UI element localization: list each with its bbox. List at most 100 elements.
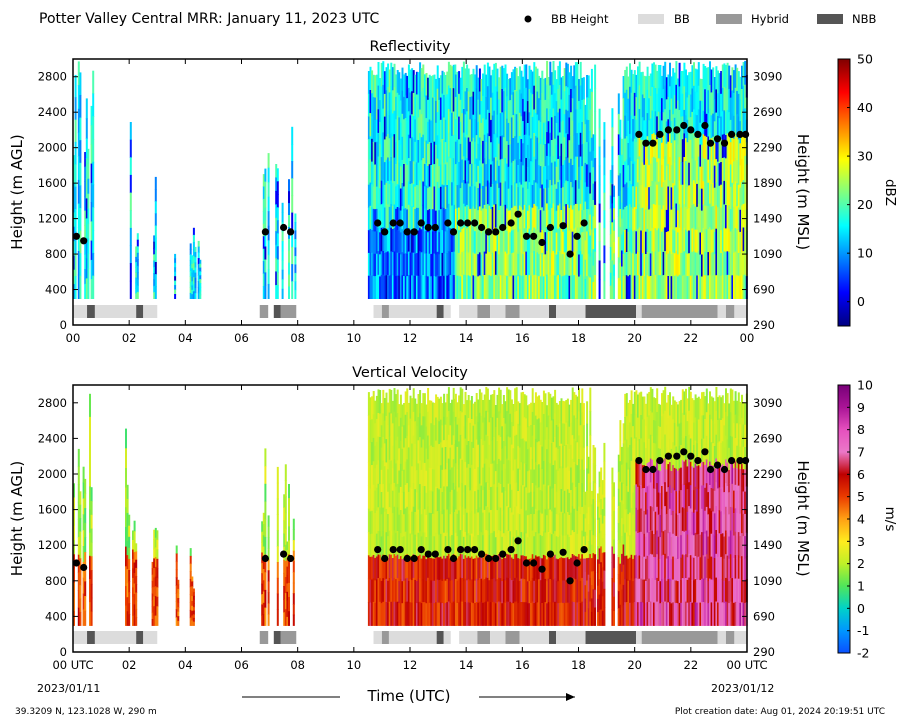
- y-axis-label: Height (m AGL): [8, 461, 26, 576]
- colorbar-tick-label: 10: [857, 246, 873, 261]
- bb-type-segment: [436, 305, 444, 318]
- x-tick-label: 08: [290, 658, 305, 672]
- bb-type-segment: [143, 631, 158, 644]
- bb-height-point: [530, 232, 538, 240]
- x-tick-label: 06: [234, 658, 249, 672]
- bb-height-point: [635, 130, 643, 138]
- bb-height-point: [736, 457, 744, 465]
- bb-height-point: [736, 130, 744, 138]
- bb-type-segment: [280, 305, 297, 318]
- bb-height-point: [530, 559, 538, 567]
- colorbar-gradient: [837, 58, 851, 327]
- legend-bb-label: BB: [674, 12, 690, 26]
- bb-type-segment: [477, 305, 491, 318]
- heatmap-field: [73, 60, 748, 299]
- bb-height-point: [492, 228, 500, 236]
- bb-height-point: [417, 546, 425, 554]
- y-axis-label-right: Height (m MSL): [794, 134, 812, 250]
- bb-height-point: [389, 546, 397, 554]
- bb-height-point: [485, 228, 493, 236]
- y-tick-label: 800: [45, 574, 67, 588]
- bb-height-point: [410, 554, 418, 563]
- y-tick-label: 1200: [38, 212, 67, 226]
- bb-height-point: [431, 223, 439, 232]
- x-tick-label: 14: [459, 331, 474, 345]
- bb-height-point: [656, 457, 664, 465]
- bb-height-point: [673, 126, 681, 134]
- bb-height-point: [580, 546, 588, 554]
- bb-type-segment: [725, 631, 735, 644]
- bb-type-segment: [136, 631, 144, 644]
- bb-height-point: [573, 559, 581, 567]
- bb-type-segment: [490, 631, 506, 644]
- bb-type-segment: [549, 305, 557, 318]
- bb-type-segment: [381, 631, 389, 644]
- bb-height-point: [642, 465, 650, 474]
- bb-type-segment: [641, 305, 718, 318]
- bb-height-point: [280, 223, 288, 232]
- bb-height-point: [471, 219, 479, 227]
- bb-type-segment: [636, 631, 642, 644]
- bb-height-point: [424, 223, 432, 232]
- bb-height-point: [80, 563, 88, 572]
- legend-bb-height-marker: [524, 15, 532, 23]
- bb-type-strip: [73, 631, 747, 644]
- colorbar-tick-label: 40: [857, 100, 873, 115]
- y-tick-label-right: 2690: [753, 431, 782, 445]
- legend-hybrid-label: Hybrid: [751, 12, 789, 26]
- bb-height-point: [559, 548, 567, 556]
- bb-type-segment: [373, 305, 382, 318]
- x-tick-label: 20: [627, 658, 642, 672]
- bb-height-point: [72, 232, 80, 240]
- y-tick-label: 0: [60, 645, 67, 659]
- colorbar-tick-label: 20: [857, 197, 873, 212]
- y-axis-label-right: Height (m MSL): [794, 460, 812, 576]
- y-tick-label-right: 1890: [753, 503, 782, 517]
- x-tick-label: 12: [403, 331, 418, 345]
- colorbar: -2 -1 0 1 2 3 4 5 6 7 8 9 10 m/s: [837, 378, 898, 661]
- bb-height-point: [410, 228, 418, 236]
- x-tick-label: 20: [627, 331, 642, 345]
- bb-height-point: [546, 223, 555, 232]
- bb-height-point: [701, 121, 709, 130]
- bb-type-segment: [459, 305, 478, 318]
- bb-type-segment: [87, 305, 95, 318]
- bb-type-segment: [73, 305, 88, 318]
- y-tick-label-right: 1090: [753, 574, 782, 588]
- colorbar-tick-label: 0: [857, 601, 865, 616]
- bb-height-point: [706, 465, 715, 474]
- date-end-label: 2023/01/12: [711, 682, 774, 695]
- y-tick-label: 800: [45, 247, 67, 261]
- legend-nbb-label: NBB: [852, 12, 876, 26]
- bb-height-point: [431, 550, 439, 558]
- bb-type-segment: [477, 631, 491, 644]
- bb-height-point: [728, 457, 736, 465]
- y-tick-label-right: 290: [753, 318, 775, 332]
- y-tick-label-right: 1490: [753, 538, 782, 552]
- y-axis-right: 290 690 1090 1490 1890 2290 2690 3090 Height (m …: [742, 396, 812, 659]
- y-tick-label: 400: [45, 283, 67, 297]
- y-tick-label: 1200: [38, 538, 67, 552]
- bb-height-point: [680, 121, 688, 130]
- bb-height-point: [538, 238, 546, 247]
- bb-type-segment: [717, 631, 726, 644]
- bb-height-point: [713, 135, 722, 143]
- bb-height-point: [261, 554, 269, 563]
- colorbar-tick-label: 0: [857, 294, 865, 309]
- colorbar-tick-label: 1: [857, 579, 865, 594]
- bb-height-point: [499, 223, 507, 232]
- bb-height-point: [424, 550, 432, 558]
- bb-height-point: [538, 565, 546, 573]
- bb-type-segment: [94, 305, 137, 318]
- bb-type-segment: [273, 631, 281, 644]
- bb-type-segment: [556, 305, 586, 318]
- bb-height-point: [507, 219, 515, 227]
- bb-height-point: [72, 559, 80, 567]
- bb-height-point: [403, 554, 411, 563]
- colorbar-tick-label: 10: [857, 378, 873, 393]
- bb-height-point: [80, 237, 88, 245]
- bb-height-point: [687, 452, 695, 460]
- heatmap-field: [73, 386, 748, 626]
- bb-type-segment: [94, 631, 137, 644]
- x-tick-label: 12: [403, 658, 418, 672]
